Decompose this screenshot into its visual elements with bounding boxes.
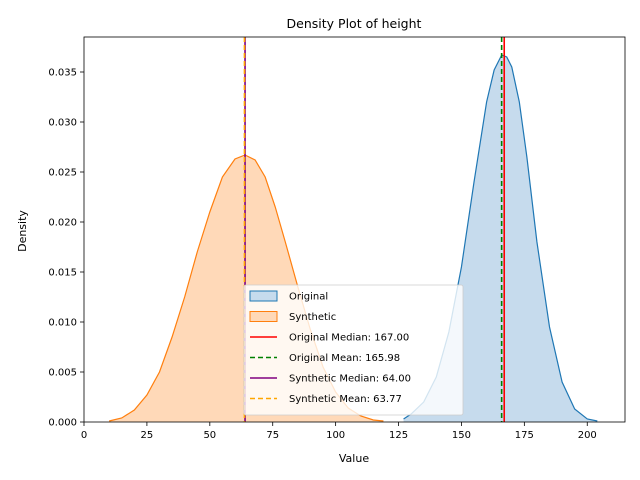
legend-item: Original Median: 167.00	[250, 333, 409, 344]
y-tick-label: 0.030	[48, 118, 77, 129]
legend-label: Original Mean: 165.98	[289, 353, 400, 364]
y-tick-label: 0.025	[48, 168, 77, 179]
legend-item: Synthetic	[249, 311, 336, 323]
axes-frame	[83, 36, 626, 423]
y-tick-label: 0.035	[48, 68, 77, 79]
x-tick-label: 75	[266, 430, 279, 441]
x-tick-label: 175	[515, 430, 534, 441]
axes: 0 25 50 75 100 125 150 175 200 0.000 0.005 0.010 0.0…	[48, 36, 626, 441]
y-tick-label: 0.010	[48, 318, 77, 329]
legend-item: Original	[249, 290, 328, 303]
x-tick-label: 100	[326, 430, 345, 441]
y-tick-label: 0.020	[48, 218, 77, 229]
legend-label: Original	[289, 292, 328, 303]
legend-swatch	[249, 311, 278, 322]
y-tick-label: 0.005	[48, 368, 77, 379]
legend-item: Synthetic Median: 64.00	[250, 374, 411, 385]
legend: Original Synthetic Original Median: 167.00…	[243, 284, 464, 416]
x-tick-label: 125	[389, 430, 408, 441]
legend-label: Original Median: 167.00	[289, 333, 409, 344]
x-tick-label: 25	[141, 430, 154, 441]
chart-title: Density Plot of height	[287, 16, 422, 31]
legend-box	[243, 284, 464, 416]
y-axis-label: Density	[16, 210, 29, 252]
x-tick-label: 50	[203, 430, 216, 441]
x-tick-label: 0	[81, 430, 87, 441]
legend-item: Original Mean: 165.98	[250, 353, 400, 364]
x-tick-label: 200	[578, 430, 597, 441]
legend-label: Synthetic Mean: 63.77	[289, 394, 402, 405]
y-tick-label: 0.015	[48, 268, 77, 279]
legend-item: Synthetic Mean: 63.77	[250, 394, 402, 405]
x-tick-label: 150	[452, 430, 471, 441]
x-axis-label: Value	[339, 452, 369, 465]
legend-label: Synthetic	[289, 312, 336, 323]
legend-label: Synthetic Median: 64.00	[289, 374, 411, 385]
y-tick-label: 0.000	[48, 418, 77, 429]
legend-swatch	[249, 290, 278, 302]
